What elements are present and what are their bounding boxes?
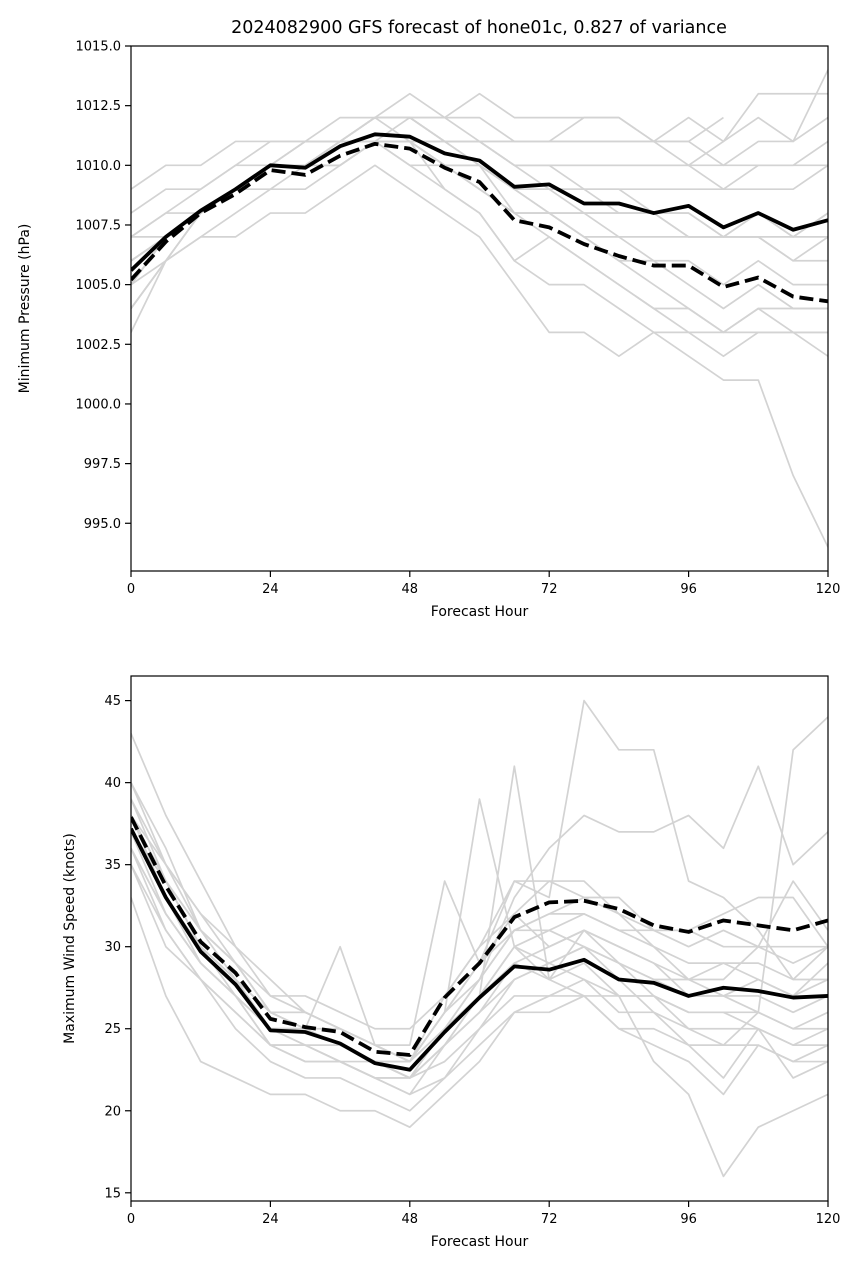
pressure-y-tick-label: 1012.5 <box>76 99 122 114</box>
wind-x-tick-label: 72 <box>541 1212 558 1227</box>
wind-ensemble-line-18 <box>131 864 828 1079</box>
wind-x-axis-label: Forecast Hour <box>431 1234 529 1250</box>
wind-mean-line-solid <box>131 827 828 1072</box>
pressure-x-tick-label: 120 <box>816 582 841 597</box>
wind-x-tick-label: 96 <box>680 1212 697 1227</box>
pressure-y-tick-label: 1005.0 <box>76 278 122 293</box>
wind-x-tick-label: 120 <box>816 1212 841 1227</box>
pressure-mean-lines <box>131 132 828 304</box>
wind-ensemble-line-5 <box>131 897 828 1129</box>
wind-y-ticks: 15 20 25 30 35 40 45 <box>104 694 131 1201</box>
pressure-ensemble-line-3 <box>131 92 828 238</box>
wind-ensemble-line-17 <box>131 815 828 1063</box>
pressure-mean-line-solid <box>131 132 828 272</box>
wind-ensemble-line-14 <box>131 815 828 1096</box>
pressure-y-tick-label: 1000.0 <box>76 397 122 412</box>
wind-plot-frame <box>130 675 829 1202</box>
wind-y-axis-label: Maximum Wind Speed (knots) <box>62 833 78 1044</box>
pressure-y-tick-label: 1010.0 <box>76 159 122 174</box>
pressure-y-tick-label: 995.0 <box>84 517 121 532</box>
pressure-x-tick-label: 0 <box>127 582 135 597</box>
pressure-ensemble-line-11 <box>131 140 828 334</box>
wind-mean-line-dashed <box>131 816 828 1057</box>
wind-x-tick-label: 0 <box>127 1212 135 1227</box>
pressure-x-tick-label: 96 <box>680 582 697 597</box>
wind-y-tick-label: 45 <box>104 694 121 709</box>
pressure-ensemble-line-5 <box>131 164 828 358</box>
wind-x-tick-label: 48 <box>402 1212 419 1227</box>
wind-chart: 15 20 25 30 35 40 45 0 24 48 72 96 120 Forecast Hou… <box>62 675 841 1250</box>
wind-x-tick-label: 24 <box>262 1212 279 1227</box>
wind-y-tick-label: 15 <box>104 1186 121 1201</box>
pressure-y-tick-label: 1015.0 <box>76 40 122 55</box>
pressure-chart-title: 2024082900 GFS forecast of hone01c, 0.82… <box>231 18 727 38</box>
pressure-chart: 2024082900 GFS forecast of hone01c, 0.82… <box>17 18 840 620</box>
pressure-y-tick-label: 1002.5 <box>76 338 122 353</box>
wind-mean-lines <box>131 816 828 1072</box>
pressure-y-ticks: 995.0 997.5 1000.0 1002.5 1005.0 1007.5 1010.0… <box>76 40 131 532</box>
pressure-plot-frame <box>130 45 829 572</box>
wind-y-tick-label: 20 <box>104 1104 121 1119</box>
wind-y-tick-label: 30 <box>104 940 121 955</box>
pressure-x-ticks: 0 24 48 72 96 120 <box>127 571 841 597</box>
pressure-x-tick-label: 72 <box>541 582 558 597</box>
pressure-x-tick-label: 24 <box>262 582 279 597</box>
wind-y-tick-label: 40 <box>104 776 121 791</box>
pressure-y-tick-label: 1007.5 <box>76 218 122 233</box>
pressure-x-axis-label: Forecast Hour <box>431 604 529 620</box>
pressure-x-tick-label: 48 <box>402 582 419 597</box>
wind-y-tick-label: 35 <box>104 858 121 873</box>
pressure-mean-line-dashed <box>131 141 828 304</box>
pressure-y-tick-label: 997.5 <box>84 457 121 472</box>
pressure-y-axis-label: Minimum Pressure (hPa) <box>17 224 33 394</box>
wind-ensemble-line-16 <box>131 847 828 1079</box>
wind-x-ticks: 0 24 48 72 96 120 <box>127 1201 841 1227</box>
wind-y-tick-label: 25 <box>104 1022 121 1037</box>
